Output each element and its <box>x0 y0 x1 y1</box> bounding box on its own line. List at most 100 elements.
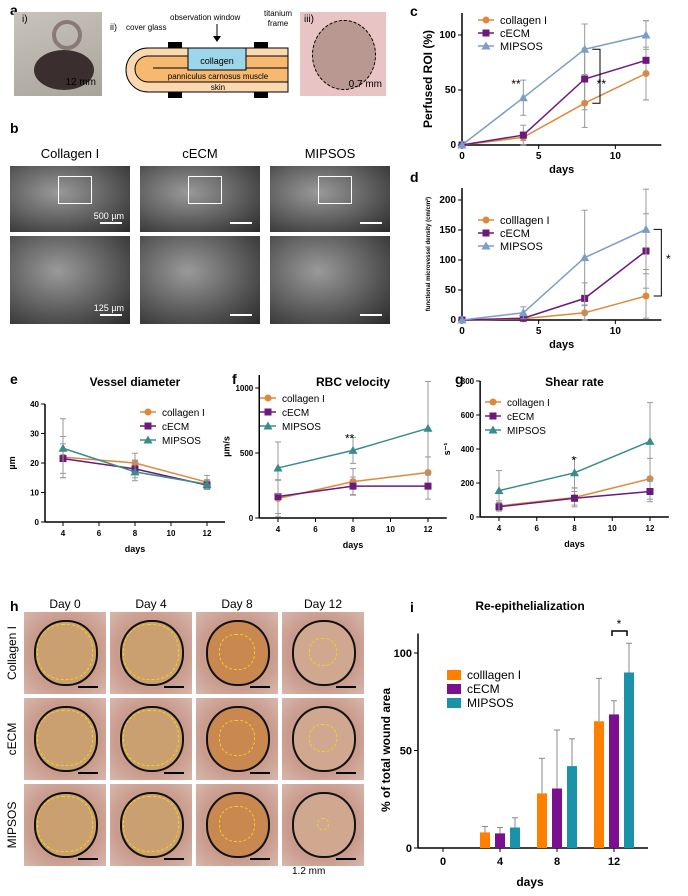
panel-label-a: a <box>10 2 18 18</box>
x-tick-label: 10 <box>610 151 622 162</box>
bar <box>624 672 634 848</box>
micrograph <box>270 166 390 232</box>
chart-i: 0 50 100 0 4 8 12 days % of total wound area Re-e… <box>379 599 648 889</box>
panel-label-h: h <box>10 598 19 614</box>
series-cecm <box>458 20 650 149</box>
data-point <box>641 30 651 39</box>
svg-text:observation window: observation window <box>170 13 240 22</box>
x-tick-label: 6 <box>535 524 540 533</box>
bar <box>567 766 577 848</box>
bar <box>609 714 619 848</box>
wound-photo <box>196 612 278 694</box>
series-line <box>461 34 647 146</box>
significance-marker: * <box>617 617 622 631</box>
legend-label: MIPSOS <box>282 422 321 433</box>
micrograph <box>140 236 260 324</box>
x-tick-label: 12 <box>646 524 655 533</box>
data-point <box>457 140 467 149</box>
chart-title: Shear rate <box>545 375 604 389</box>
data-point <box>274 493 282 501</box>
x-tick-label: 12 <box>203 529 212 538</box>
data-point <box>348 445 358 454</box>
legend-label: MIPSOS <box>162 436 201 447</box>
y-axis-label: µm/s <box>221 436 231 457</box>
y-tick-label: 40 <box>30 400 39 409</box>
scale-label: 125 µm <box>93 303 124 313</box>
significance-bracket <box>592 48 601 104</box>
legend-swatch <box>447 684 461 694</box>
legend-marker <box>144 422 152 430</box>
y-tick-label: 800 <box>461 377 475 386</box>
bar <box>495 833 505 848</box>
x-tick-label: 0 <box>459 326 465 337</box>
x-tick-label: 10 <box>608 524 617 533</box>
data-point <box>202 479 212 488</box>
significance-bracket <box>611 630 628 636</box>
x-tick-label: 10 <box>610 326 622 337</box>
series-line <box>461 250 647 321</box>
x-tick-label: 10 <box>167 529 176 538</box>
significance-marker: * <box>572 453 577 467</box>
legend-marker <box>481 41 491 50</box>
series-line <box>461 59 647 146</box>
label-i: i) <box>22 14 28 25</box>
data-point <box>519 131 527 139</box>
x-axis-label: days <box>564 539 585 549</box>
x-tick-label: 10 <box>386 525 395 534</box>
x-tick-label: 8 <box>572 524 577 533</box>
x-tick-label: 5 <box>536 151 542 162</box>
svg-text:collagen: collagen <box>200 56 234 66</box>
wound-photo <box>110 698 192 780</box>
y-tick-label: 0 <box>450 140 456 151</box>
data-point <box>424 482 432 490</box>
y-tick-label: 150 <box>439 225 456 236</box>
legend-marker <box>264 394 272 402</box>
legend-label: collagen I <box>507 398 550 409</box>
svg-text:skin: skin <box>211 83 225 92</box>
window-photo: iii) 0.7 mm <box>300 12 386 96</box>
wound-photo <box>282 784 364 866</box>
y-axis-label: s⁻¹ <box>442 443 452 456</box>
scale-label: 500 µm <box>93 211 124 221</box>
x-axis-label: days <box>343 540 364 550</box>
y-tick-label: 200 <box>461 479 475 488</box>
series-mipsos <box>58 418 212 490</box>
legend-marker <box>482 216 490 224</box>
column-header: cECM <box>182 146 218 161</box>
legend-marker <box>489 412 497 420</box>
chart-g: 4 6 8 10 12 0 200 400 600 800 days s⁻¹ Shear rate g co… <box>442 371 669 549</box>
legend-marker <box>481 241 491 250</box>
significance-marker: ** <box>511 77 521 91</box>
legend-marker <box>482 229 490 237</box>
series-mipsos <box>494 402 655 512</box>
legend-swatch <box>447 698 461 708</box>
x-axis-label: days <box>549 339 574 351</box>
x-tick-label: 4 <box>497 856 504 868</box>
micrograph <box>140 166 260 232</box>
panel-label-g: g <box>455 371 464 387</box>
scale-label: 0.7 mm <box>348 79 382 90</box>
series-mipsos <box>457 20 651 149</box>
wound-photo <box>196 784 278 866</box>
legend-swatch <box>447 670 461 680</box>
legend-label: cECM <box>162 422 189 433</box>
chart-title: Re-epithelialization <box>475 599 584 613</box>
y-tick-label: 200 <box>439 195 456 206</box>
legend-marker <box>263 421 273 430</box>
y-tick-label: 30 <box>30 430 39 439</box>
x-tick-label: 6 <box>97 529 102 538</box>
y-axis-label: % of total wound area <box>379 688 393 812</box>
series-cecm <box>274 472 432 514</box>
scale-label: 1.2 mm <box>292 866 326 877</box>
significance-bracket <box>653 228 662 297</box>
data-point <box>641 224 651 233</box>
wound-photo <box>24 784 106 866</box>
wound-photo <box>24 698 106 780</box>
data-point <box>349 482 357 490</box>
y-tick-label: 10 <box>30 489 39 498</box>
legend-marker <box>143 435 153 444</box>
y-axis-label: µm <box>7 456 17 469</box>
